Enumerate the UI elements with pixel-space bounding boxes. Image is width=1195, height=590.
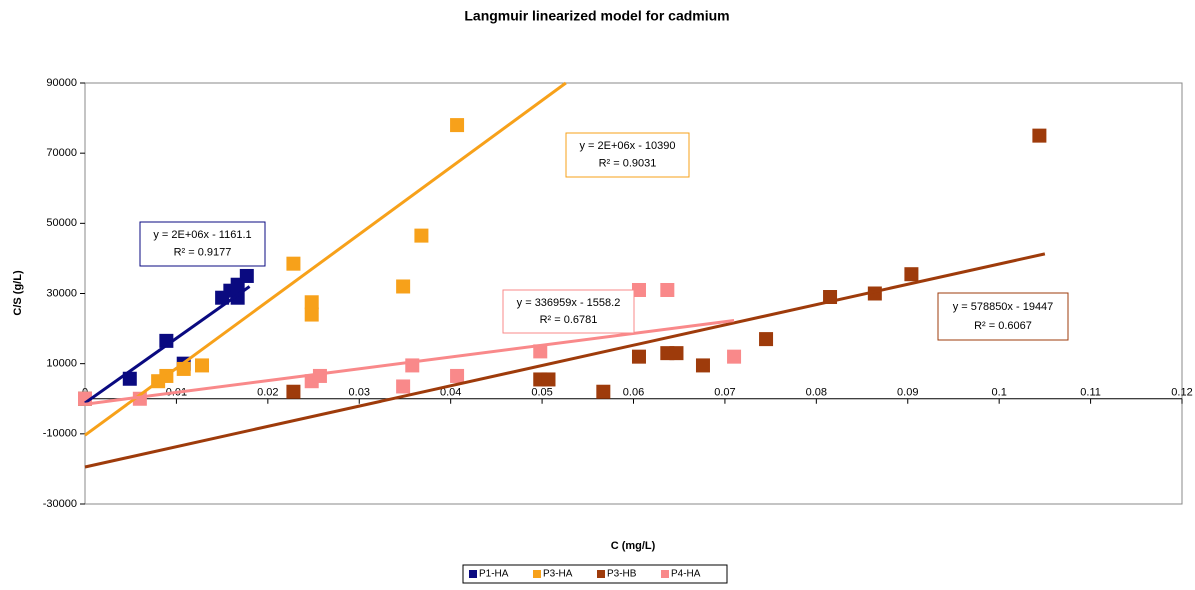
- equation-box: [139, 221, 266, 267]
- marker: [541, 372, 556, 387]
- x-tick-label: 0.04: [440, 387, 461, 399]
- equation-box: [565, 132, 690, 178]
- equation: y = 336959x - 1558.2: [517, 297, 621, 309]
- legend-swatch: [469, 570, 477, 578]
- marker: [396, 279, 411, 294]
- y-axis-label: C/S (g/L): [12, 270, 24, 316]
- marker: [450, 118, 465, 133]
- marker: [304, 307, 319, 322]
- marker: [286, 384, 301, 399]
- marker: [669, 346, 684, 361]
- x-tick-label: 0.09: [897, 387, 918, 399]
- marker: [759, 332, 774, 347]
- equation-box: [937, 292, 1069, 341]
- marker: [727, 349, 742, 364]
- equation: y = 578850x - 19447: [953, 301, 1054, 313]
- x-tick-label: 0.08: [806, 387, 827, 399]
- legend-frame: [462, 564, 728, 584]
- marker: [414, 228, 429, 243]
- trendline: [84, 81, 567, 437]
- r-squared: R² = 0.9031: [599, 158, 657, 170]
- x-tick-label: 0.07: [714, 387, 735, 399]
- y-tick-label: 50000: [46, 217, 77, 229]
- marker: [596, 384, 611, 399]
- x-tick-label: 0.1: [992, 387, 1007, 399]
- marker: [904, 267, 919, 282]
- legend-label: P4-HA: [671, 569, 701, 580]
- x-tick-label: 0.03: [349, 387, 370, 399]
- equation-box: [502, 289, 635, 334]
- marker: [239, 268, 254, 283]
- legend-label: P3-HA: [543, 569, 573, 580]
- r-squared: R² = 0.6067: [974, 320, 1032, 332]
- x-tick-label: 0.12: [1171, 387, 1192, 399]
- marker: [195, 358, 210, 373]
- marker: [660, 282, 675, 297]
- x-tick-label: 0.06: [623, 387, 644, 399]
- marker: [631, 282, 646, 297]
- marker: [631, 349, 646, 364]
- x-axis-label: C (mg/L): [611, 540, 656, 552]
- y-tick-label: -30000: [43, 498, 77, 510]
- x-tick-label: 0.02: [257, 387, 278, 399]
- trendline: [84, 285, 251, 405]
- marker: [450, 368, 465, 383]
- y-tick-label: 10000: [46, 358, 77, 370]
- x-tick-label: 0.11: [1080, 387, 1101, 399]
- x-tick-label: 0.05: [531, 387, 552, 399]
- r-squared: R² = 0.9177: [174, 247, 232, 259]
- marker: [1032, 128, 1047, 143]
- equation: y = 2E+06x - 10390: [579, 140, 675, 152]
- equation: y = 2E+06x - 1161.1: [153, 229, 251, 241]
- legend-swatch: [597, 570, 605, 578]
- r-squared: R² = 0.6781: [540, 314, 598, 326]
- y-tick-label: 30000: [46, 287, 77, 299]
- trendline: [84, 319, 735, 406]
- marker: [396, 379, 411, 394]
- trendline: [84, 252, 1046, 469]
- y-tick-label: -10000: [43, 428, 77, 440]
- marker: [533, 344, 548, 359]
- chart-title: Langmuir linearized model for cadmium: [464, 8, 729, 24]
- y-tick-label: 90000: [46, 77, 77, 89]
- marker: [304, 295, 319, 310]
- y-tick-label: 70000: [46, 147, 77, 159]
- marker: [695, 358, 710, 373]
- marker: [286, 256, 301, 271]
- legend-swatch: [533, 570, 541, 578]
- legend-label: P1-HA: [479, 569, 509, 580]
- legend-swatch: [661, 570, 669, 578]
- legend-label: P3-HB: [607, 569, 637, 580]
